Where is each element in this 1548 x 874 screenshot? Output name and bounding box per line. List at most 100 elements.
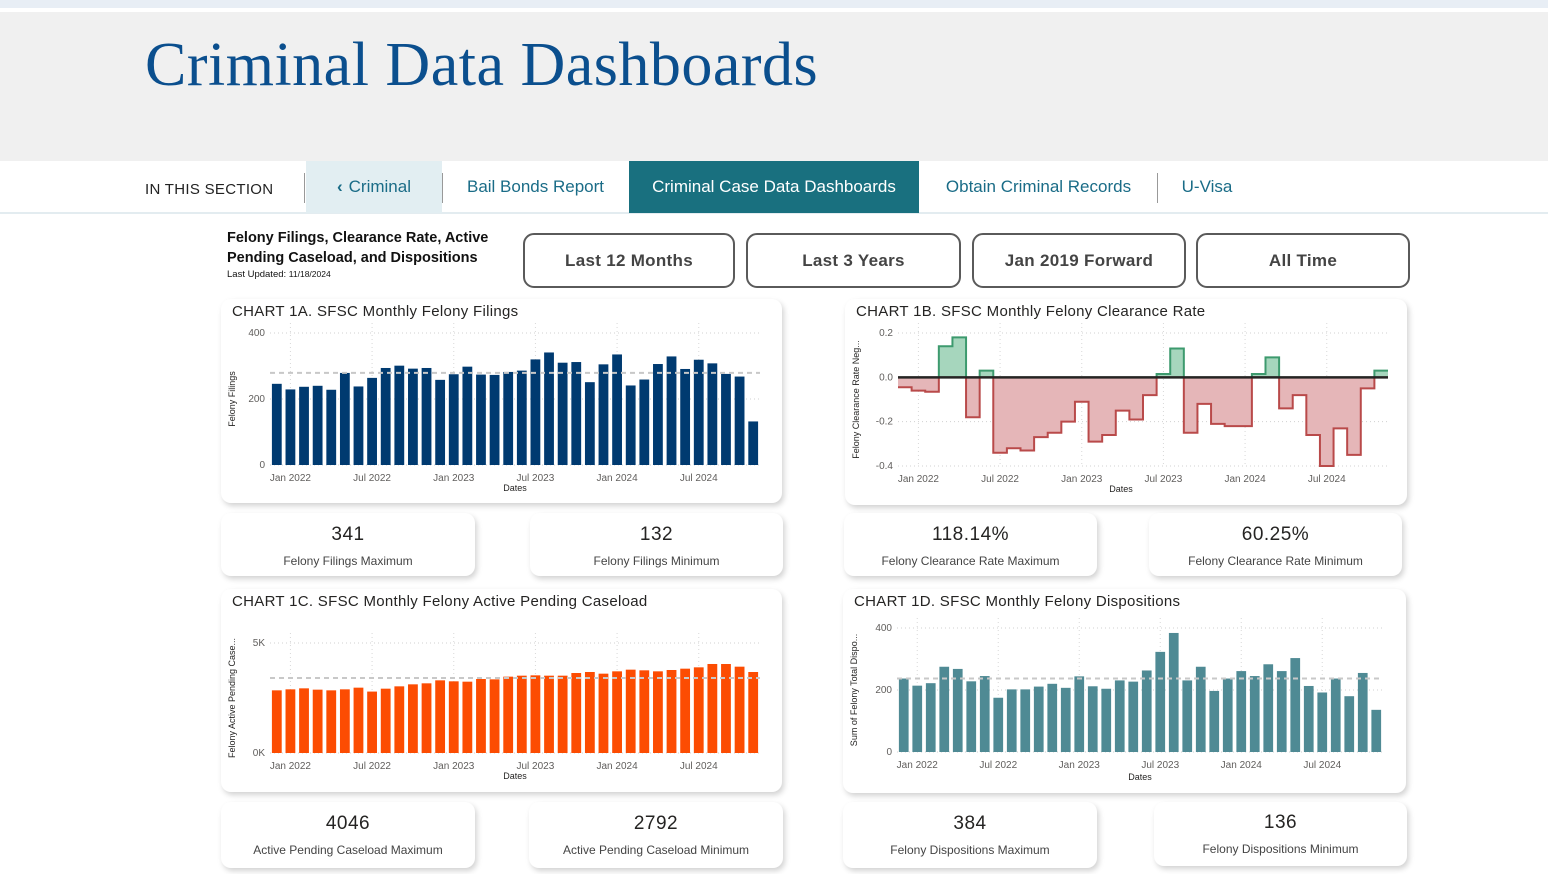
bar (312, 385, 323, 465)
x-tick-label: Jul 2022 (981, 474, 1019, 485)
bar (584, 382, 595, 465)
kpi-label: Felony Dispositions Minimum (1202, 842, 1359, 856)
bar (1303, 685, 1314, 752)
bar (380, 688, 391, 753)
filter-last-12-months-button[interactable]: Last 12 Months (523, 233, 735, 288)
kpi-label: Felony Filings Maximum (283, 554, 413, 568)
bar (1371, 709, 1382, 752)
x-tick-label: Jul 2023 (1145, 474, 1183, 485)
bar (503, 371, 514, 465)
filter-jan-2019-forward-button[interactable]: Jan 2019 Forward (972, 233, 1186, 288)
bar (299, 386, 309, 465)
bar (544, 675, 554, 753)
bar (394, 686, 405, 753)
kpi-clearance-max: 118.14% Felony Clearance Rate Maximum (844, 513, 1097, 576)
bar (748, 421, 759, 465)
kpi-filings-min: 132 Felony Filings Minimum (530, 513, 783, 576)
bar (530, 675, 541, 753)
bar (1006, 689, 1017, 752)
bar (1236, 671, 1247, 752)
last-updated-label: Last Updated: (227, 269, 287, 280)
tab-criminal-case-data-dashboards[interactable]: Criminal Case Data Dashboards (629, 161, 919, 213)
bar (1101, 688, 1112, 752)
divider (304, 173, 305, 203)
x-tick-label: Jul 2023 (1141, 760, 1179, 771)
y-tick-label: 0K (253, 748, 266, 759)
bar (898, 678, 909, 752)
bar (1155, 651, 1166, 752)
bar (339, 689, 350, 753)
y-tick-label: 400 (875, 623, 892, 634)
y-tick-label: 200 (875, 685, 892, 696)
y-tick-label: 0.2 (879, 328, 893, 339)
bar (380, 367, 391, 465)
bar (939, 666, 950, 752)
chart-1c-card: 0K 5K Jan 2022 Jul 2022 Jan 2023 Jul 2023 Jan … (221, 589, 782, 792)
bar (748, 671, 759, 753)
bar (530, 359, 541, 465)
bar (1195, 666, 1206, 752)
x-tick-label: Jan 2022 (898, 474, 940, 485)
bar (571, 362, 582, 465)
divider (1157, 173, 1158, 203)
x-axis-label: Dates (503, 771, 527, 781)
bar (326, 690, 337, 753)
bar (912, 685, 923, 752)
kpi-label: Active Pending Caseload Minimum (562, 843, 750, 857)
y-axis-label: Felony Clearance Rate Neg... (851, 340, 861, 459)
bar (653, 671, 663, 753)
bar (1128, 681, 1139, 752)
x-tick-label: Jan 2024 (1221, 760, 1263, 771)
bar (299, 688, 309, 753)
x-tick-label: Jan 2022 (270, 473, 312, 484)
bar (979, 676, 990, 752)
tab-label: Criminal (348, 177, 411, 196)
bar (1263, 664, 1274, 752)
bar (952, 668, 963, 752)
kpi-value: 2792 (633, 813, 679, 834)
bar (312, 689, 323, 753)
section-nav: IN THIS SECTION ‹ Criminal Bail Bonds Re… (0, 161, 1548, 214)
bar (1060, 687, 1071, 752)
kpi-value: 60.25% (1241, 524, 1310, 545)
kpi-label: Felony Dispositions Maximum (890, 843, 1050, 857)
negative-area (898, 377, 1375, 466)
kpi-pending-max: 4046 Active Pending Caseload Maximum (221, 802, 475, 868)
x-tick-label: Jan 2023 (433, 761, 475, 772)
chart-1a-card: 0 200 400 Jan 2022 Jul 2022 Jan 2023 Jul 2023 J… (221, 299, 782, 503)
report-title-line2: Pending Caseload, and Dispositions (227, 250, 478, 266)
bar (435, 379, 446, 465)
bar (680, 368, 691, 465)
bar (1317, 692, 1328, 752)
kpi-label: Felony Filings Minimum (593, 554, 720, 568)
bar (693, 667, 704, 753)
bar (394, 365, 405, 465)
bar (408, 368, 418, 465)
bar (285, 389, 296, 465)
bar (285, 689, 296, 753)
filter-all-time-button[interactable]: All Time (1196, 233, 1410, 288)
bar (707, 363, 718, 465)
bar (1357, 672, 1368, 752)
kpi-value: 384 (953, 813, 987, 834)
kpi-label: Felony Clearance Rate Maximum (881, 554, 1060, 568)
y-tick-label: 5K (253, 638, 266, 649)
tab-back-criminal[interactable]: ‹ Criminal (306, 161, 442, 213)
report-header: Felony Filings, Clearance Rate, Active P… (227, 228, 488, 280)
bar (734, 376, 745, 465)
bar (557, 675, 568, 753)
x-tick-label: Jul 2023 (517, 761, 555, 772)
x-axis-label: Dates (1128, 772, 1152, 782)
tab-bail-bonds-report[interactable]: Bail Bonds Report (466, 177, 605, 196)
bar (625, 385, 636, 465)
x-tick-label: Jan 2022 (270, 761, 312, 772)
tab-u-visa[interactable]: U-Visa (1181, 177, 1233, 196)
y-axis-label: Sum of Felony Total Dispo... (849, 634, 859, 746)
bar (666, 669, 677, 753)
filter-last-3-years-button[interactable]: Last 3 Years (746, 233, 961, 288)
tab-obtain-criminal-records[interactable]: Obtain Criminal Records (945, 177, 1132, 196)
y-tick-label: -0.2 (876, 417, 894, 428)
x-tick-label: Jan 2023 (1059, 760, 1101, 771)
bar (367, 691, 377, 753)
bar (476, 678, 486, 753)
